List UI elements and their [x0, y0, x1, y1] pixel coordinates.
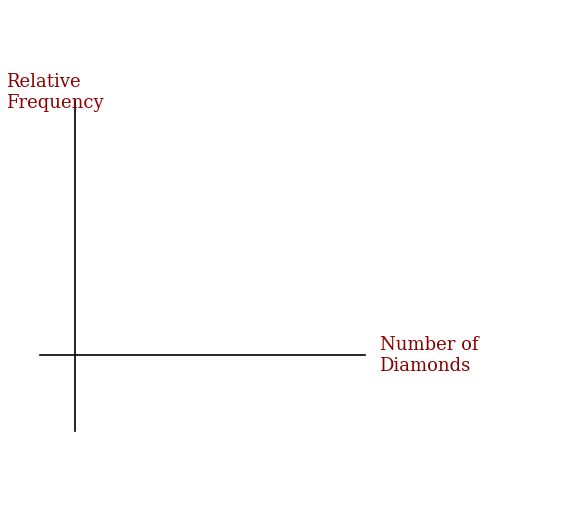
Text: Relative
Frequency: Relative Frequency [6, 73, 103, 112]
Text: Number of
Diamonds: Number of Diamonds [380, 336, 478, 375]
